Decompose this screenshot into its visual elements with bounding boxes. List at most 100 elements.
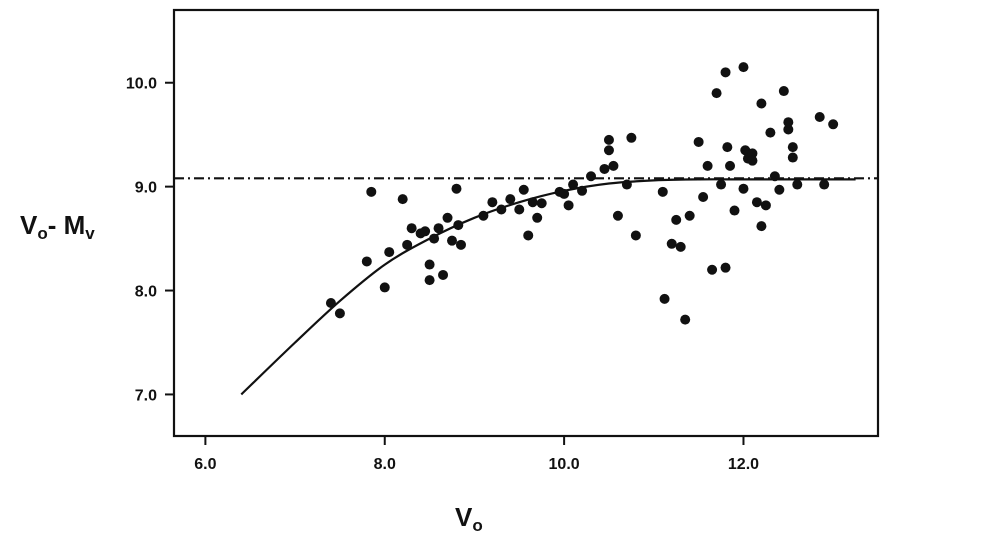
- plot-frame: [172, 8, 880, 438]
- data-point: [420, 226, 431, 237]
- data-points: [325, 62, 839, 325]
- x-axis-label-subscript: o: [472, 516, 482, 535]
- y-tick-label: 9.0: [135, 180, 157, 197]
- data-point: [438, 269, 449, 280]
- data-point: [769, 171, 780, 182]
- data-point: [738, 62, 749, 73]
- data-point: [586, 171, 597, 182]
- data-point: [568, 179, 579, 190]
- data-point: [659, 293, 670, 304]
- data-point: [621, 179, 632, 190]
- data-point: [756, 98, 767, 109]
- data-point: [599, 163, 610, 174]
- data-point: [783, 117, 794, 128]
- x-tick-label: 10.0: [549, 456, 580, 473]
- data-point: [774, 184, 785, 195]
- x-axis-label-main: V: [455, 502, 473, 532]
- data-point: [756, 221, 767, 232]
- data-point: [738, 183, 749, 194]
- y-tick-label: 10.0: [126, 76, 157, 93]
- data-point: [787, 142, 798, 153]
- data-point: [747, 148, 758, 159]
- data-point: [397, 194, 408, 205]
- data-point: [505, 194, 516, 205]
- y-axis-label: Vo- Mv: [20, 210, 95, 243]
- y-axis-label-subscript-v: v: [85, 224, 95, 243]
- data-point: [819, 179, 830, 190]
- data-point: [442, 212, 453, 223]
- data-point: [487, 197, 498, 208]
- data-point: [451, 183, 462, 194]
- data-point: [747, 155, 758, 166]
- data-point: [814, 112, 825, 123]
- data-point: [514, 204, 525, 215]
- data-point: [787, 152, 798, 163]
- x-tick-label: 8.0: [374, 456, 396, 473]
- data-point: [792, 179, 803, 190]
- data-point: [577, 185, 588, 196]
- data-point: [429, 233, 440, 244]
- x-axis-label: Vo: [455, 502, 483, 535]
- y-tick-label: 7.0: [135, 387, 157, 404]
- data-point: [702, 160, 713, 171]
- data-point: [563, 200, 574, 211]
- data-point: [559, 188, 570, 199]
- data-point: [671, 214, 682, 225]
- x-tick-label: 6.0: [194, 456, 216, 473]
- data-point: [384, 247, 395, 258]
- data-point: [783, 124, 794, 135]
- data-point: [453, 220, 464, 231]
- data-point: [603, 145, 614, 156]
- y-axis-label-main: V: [20, 210, 38, 240]
- data-point: [402, 239, 413, 250]
- data-point: [527, 197, 538, 208]
- data-point: [680, 314, 691, 325]
- data-point: [478, 210, 489, 221]
- data-point: [325, 298, 336, 309]
- data-point: [698, 192, 709, 203]
- y-tick-label: 8.0: [135, 284, 157, 301]
- data-point: [612, 210, 623, 221]
- y-axis: 7.0 8.0 9.0 10.0: [126, 76, 174, 404]
- data-point: [379, 282, 390, 293]
- data-point: [722, 142, 733, 153]
- data-point: [711, 88, 722, 99]
- data-point: [424, 259, 435, 270]
- data-point: [666, 238, 677, 249]
- data-point: [751, 197, 762, 208]
- data-point: [707, 264, 718, 275]
- x-axis: 6.0 8.0 10.0 12.0: [194, 436, 759, 473]
- data-point: [729, 205, 740, 216]
- y-axis-label-mid: - M: [48, 210, 86, 240]
- data-point: [675, 241, 686, 252]
- data-point: [536, 198, 547, 209]
- data-point: [765, 127, 776, 138]
- data-point: [828, 119, 839, 130]
- data-point: [720, 262, 731, 273]
- data-point: [523, 230, 534, 241]
- data-point: [361, 256, 372, 267]
- data-point: [532, 212, 543, 223]
- data-point: [518, 184, 529, 195]
- data-point: [406, 223, 417, 234]
- data-point: [720, 67, 731, 78]
- data-point: [778, 86, 789, 97]
- data-point: [447, 235, 458, 246]
- data-point: [366, 186, 377, 197]
- data-point: [725, 160, 736, 171]
- x-tick-label: 12.0: [728, 456, 759, 473]
- data-point: [424, 275, 435, 286]
- y-axis-label-subscript-o: o: [37, 224, 47, 243]
- fit-curve: [240, 178, 856, 396]
- data-point: [684, 210, 695, 221]
- data-point: [657, 186, 668, 197]
- data-point: [603, 134, 614, 145]
- data-point: [496, 204, 507, 215]
- data-point: [626, 132, 637, 143]
- data-point: [693, 136, 704, 147]
- data-point: [608, 160, 619, 171]
- data-point: [630, 230, 641, 241]
- data-point: [760, 200, 771, 211]
- data-point: [716, 179, 727, 190]
